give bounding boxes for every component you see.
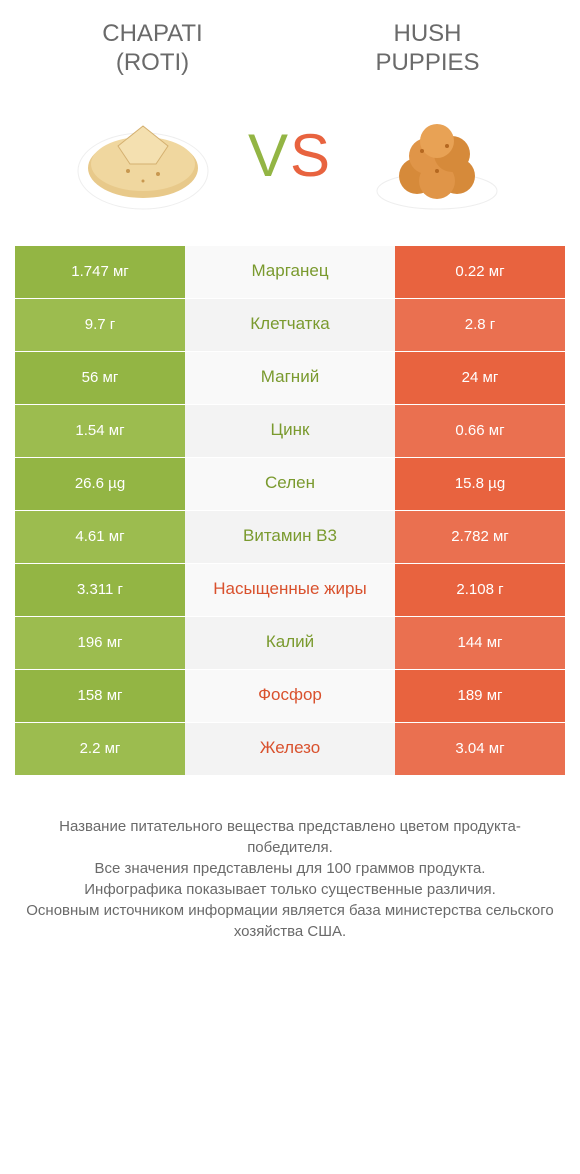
nutrient-label: Железо	[185, 723, 395, 775]
left-value: 196 мг	[15, 617, 185, 669]
nutrient-table: 1.747 мгМарганец0.22 мг9.7 гКлетчатка2.8…	[15, 246, 565, 776]
right-product-title: Hush Puppies	[318, 20, 538, 78]
right-value: 3.04 мг	[395, 723, 565, 775]
right-value: 0.66 мг	[395, 405, 565, 457]
left-value: 4.61 мг	[15, 511, 185, 563]
right-value: 15.8 µg	[395, 458, 565, 510]
right-value: 2.8 г	[395, 299, 565, 351]
right-title-line2: Puppies	[318, 49, 538, 78]
nutrient-label: Селен	[185, 458, 395, 510]
nutrient-label: Клетчатка	[185, 299, 395, 351]
left-title-line2: (roti)	[43, 49, 263, 78]
footer-notes: Название питательного вещества представл…	[15, 816, 565, 942]
vs-v: V	[248, 122, 290, 189]
left-value: 9.7 г	[15, 299, 185, 351]
left-value: 2.2 мг	[15, 723, 185, 775]
header: Chapati (roti) Hush Puppies	[15, 20, 565, 78]
table-row: 2.2 мгЖелезо3.04 мг	[15, 723, 565, 776]
table-row: 1.54 мгЦинк0.66 мг	[15, 405, 565, 458]
nutrient-label: Цинк	[185, 405, 395, 457]
hushpuppies-image	[362, 96, 512, 216]
nutrient-label: Калий	[185, 617, 395, 669]
left-value: 26.6 µg	[15, 458, 185, 510]
left-value: 158 мг	[15, 670, 185, 722]
left-value: 1.54 мг	[15, 405, 185, 457]
footer-line-3: Инфографика показывает только существенн…	[25, 879, 555, 900]
table-row: 56 мгМагний24 мг	[15, 352, 565, 405]
left-product-title: Chapati (roti)	[43, 20, 263, 78]
table-row: 26.6 µgСелен15.8 µg	[15, 458, 565, 511]
right-title-line1: Hush	[318, 20, 538, 49]
nutrient-label: Витамин B3	[185, 511, 395, 563]
left-value: 1.747 мг	[15, 246, 185, 298]
table-row: 158 мгФосфор189 мг	[15, 670, 565, 723]
right-value: 24 мг	[395, 352, 565, 404]
chapati-image	[68, 96, 218, 216]
nutrient-label: Фосфор	[185, 670, 395, 722]
right-value: 2.782 мг	[395, 511, 565, 563]
images-row: VS	[15, 96, 565, 216]
left-title-line1: Chapati	[43, 20, 263, 49]
nutrient-label: Насыщенные жиры	[185, 564, 395, 616]
footer-line-1: Название питательного вещества представл…	[25, 816, 555, 858]
left-value: 3.311 г	[15, 564, 185, 616]
right-value: 2.108 г	[395, 564, 565, 616]
vs-label: VS	[248, 121, 332, 190]
right-value: 144 мг	[395, 617, 565, 669]
table-row: 4.61 мгВитамин B32.782 мг	[15, 511, 565, 564]
footer-line-2: Все значения представлены для 100 граммо…	[25, 858, 555, 879]
vs-s: S	[290, 122, 332, 189]
footer-line-4: Основным источником информации является …	[25, 900, 555, 942]
table-row: 1.747 мгМарганец0.22 мг	[15, 246, 565, 299]
right-value: 189 мг	[395, 670, 565, 722]
left-value: 56 мг	[15, 352, 185, 404]
table-row: 196 мгКалий144 мг	[15, 617, 565, 670]
nutrient-label: Магний	[185, 352, 395, 404]
table-row: 9.7 гКлетчатка2.8 г	[15, 299, 565, 352]
nutrient-label: Марганец	[185, 246, 395, 298]
table-row: 3.311 гНасыщенные жиры2.108 г	[15, 564, 565, 617]
right-value: 0.22 мг	[395, 246, 565, 298]
